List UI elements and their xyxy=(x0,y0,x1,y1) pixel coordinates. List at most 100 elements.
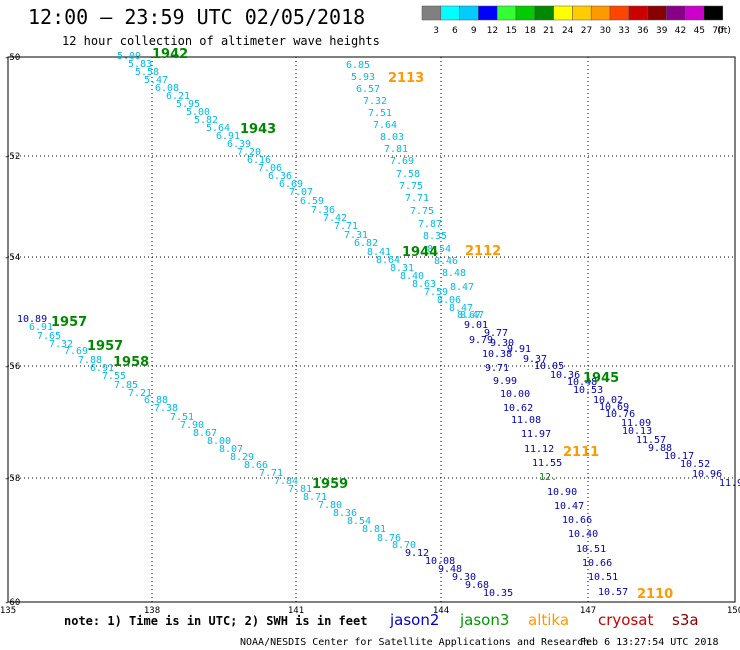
scale-label: 39 xyxy=(656,26,668,36)
wave-height-value: 6.08 xyxy=(155,83,179,94)
wave-height-value: 8.29 xyxy=(230,452,254,463)
scale-swatch xyxy=(590,5,611,21)
wave-height-value: 8.47 xyxy=(449,303,473,314)
scale-swatch xyxy=(496,5,517,21)
wave-height-value: 5.09 xyxy=(117,51,141,62)
lat-lon-grid xyxy=(8,57,735,602)
wave-height-value: 7.06 xyxy=(258,163,282,174)
wave-height-value: 9.79 xyxy=(469,335,493,346)
pass-label: 1942 xyxy=(152,47,188,62)
wave-height-value: 9.37 xyxy=(523,354,547,365)
scale-label: 18 xyxy=(524,26,536,36)
wave-height-value: 6.21 xyxy=(166,91,190,102)
longitude-tick: 138 xyxy=(144,606,160,616)
longitude-tick: 144 xyxy=(433,606,449,616)
wave-height-value: 9.77 xyxy=(484,328,508,339)
wave-height-value: 7.31 xyxy=(344,230,368,241)
wave-height-value: 9.68 xyxy=(465,580,489,591)
wave-height-value: 7.71 xyxy=(334,221,358,232)
wave-height-value: 5.58 xyxy=(135,67,159,78)
pass-label: 1959 xyxy=(312,477,348,492)
wave-height-value: 6.57 xyxy=(356,84,380,95)
wave-height-value: 10.96 xyxy=(692,469,722,480)
wave-height-value: 9.30 xyxy=(490,338,514,349)
wave-height-value: 8.48 xyxy=(442,268,466,279)
wave-height-value: 7.80 xyxy=(318,500,342,511)
pass-label: 2110 xyxy=(637,587,673,602)
wave-height-value: 7.58 xyxy=(396,169,420,180)
wave-height-value: 5.95 xyxy=(176,99,200,110)
wave-height-value: 10.47 xyxy=(554,501,584,512)
wave-height-value: 12. xyxy=(539,472,557,483)
map-title: 12:00 – 23:59 UTC 02/05/2018 xyxy=(28,5,365,29)
scale-unit: (ft) xyxy=(717,26,731,36)
map-subtitle: 12 hour collection of altimeter wave hei… xyxy=(62,34,380,48)
scale-swatch xyxy=(515,5,536,21)
wave-height-value: 11.12 xyxy=(524,444,554,455)
scale-swatch xyxy=(647,5,667,21)
longitude-tick: 135 xyxy=(0,606,16,616)
wave-height-value: 7.71 xyxy=(259,468,283,479)
scale-label: 33 xyxy=(618,26,629,36)
wave-height-value: 8.71 xyxy=(303,492,327,503)
wave-height-value: 8.54 xyxy=(347,516,371,527)
wave-height-value: 8.35 xyxy=(423,231,447,242)
wave-height-value: 7.87 xyxy=(418,219,442,230)
wave-height-value: 8.46 xyxy=(434,256,458,267)
pass-label: 1957 xyxy=(51,315,87,330)
wave-height-value: 7.90 xyxy=(180,420,204,431)
wave-height-points: 5.095.835.585.476.086.215.955.005.825.64… xyxy=(17,51,740,599)
wave-height-value: 6.88 xyxy=(144,395,168,406)
scale-label: 24 xyxy=(562,26,574,36)
wave-height-value: 7.32 xyxy=(363,96,387,107)
credit-text: NOAA/NESDIS Center for Satellite Applica… xyxy=(240,637,589,648)
wave-height-value: 7.51 xyxy=(368,108,392,119)
wave-height-value: 10.08 xyxy=(425,556,455,567)
wave-height-value: 9.71 xyxy=(485,363,509,374)
wave-height-value: 6.69 xyxy=(279,179,303,190)
wave-height-value: 7.75 xyxy=(399,181,423,192)
wave-height-color-scale: 3 6 9 12 15 18 21 24 27 30 33 36 39 42 45 70(ft) xyxy=(421,5,731,36)
longitude-tick-labels: 135 138 141 144 147 150 xyxy=(0,606,740,616)
wave-height-value: 10.52 xyxy=(680,459,710,470)
wave-height-value: 10.53 xyxy=(573,385,603,396)
wave-height-value: 8.76 xyxy=(377,533,401,544)
timestamp-text: Feb 6 13:27:54 UTC 2018 xyxy=(580,637,718,648)
wave-height-value: 7.88 xyxy=(78,355,102,366)
wave-height-value: 8.47 xyxy=(460,310,484,321)
wave-height-value: 11.94 xyxy=(719,478,740,489)
pass-label: 1944 xyxy=(402,245,438,260)
wave-height-value: 8.40 xyxy=(400,271,424,282)
wave-height-value: 5.82 xyxy=(194,115,218,126)
longitude-tick: 147 xyxy=(580,606,596,616)
wave-height-value: 7.59 xyxy=(424,287,448,298)
wave-height-value: 8.03 xyxy=(380,132,404,143)
wave-height-value: 7.38 xyxy=(154,403,178,414)
wave-height-value: 10.51 xyxy=(576,544,606,555)
wave-height-value: 8.67 xyxy=(193,428,217,439)
wave-height-value: 10.48 xyxy=(567,377,597,388)
wave-height-value: 9.91 xyxy=(507,344,531,355)
pass-label: 2111 xyxy=(563,445,599,460)
latitude-tick: -60 xyxy=(4,598,20,608)
pass-label: 1957 xyxy=(87,339,123,354)
wave-height-value: 7.69 xyxy=(64,346,88,357)
scale-label: 3 xyxy=(433,26,439,36)
wave-height-value: 7.07 xyxy=(289,187,313,198)
scale-swatch xyxy=(572,5,592,21)
wave-height-value: 6.91 xyxy=(90,363,114,374)
scale-label: 9 xyxy=(471,26,477,36)
wave-height-value: 7.20 xyxy=(237,147,261,158)
wave-height-value: 9.99 xyxy=(493,376,517,387)
wave-height-value: 10.66 xyxy=(562,515,592,526)
wave-height-value: 7.81 xyxy=(384,144,408,155)
pass-label: 2113 xyxy=(388,71,424,86)
satellite-legend: jason2 jason3 altika cryosat s3a xyxy=(389,611,699,629)
wave-height-value: 7.64 xyxy=(373,120,397,131)
latitude-tick: -56 xyxy=(4,362,20,372)
scale-swatch xyxy=(609,5,630,21)
wave-height-value: 6.85 xyxy=(346,60,370,71)
longitude-tick: 141 xyxy=(288,606,304,616)
